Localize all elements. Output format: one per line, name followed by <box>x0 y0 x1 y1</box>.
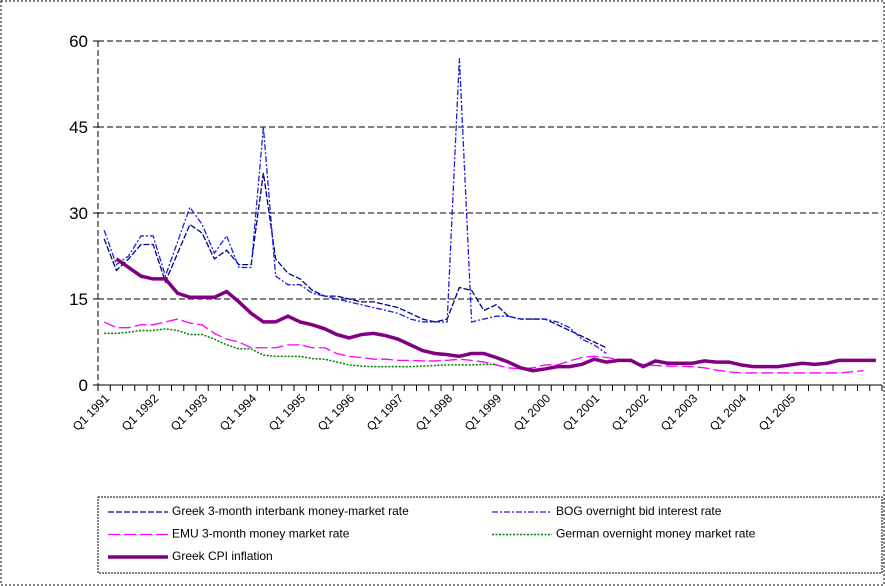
y-tick-label: 15 <box>69 290 88 309</box>
legend-box <box>97 496 883 574</box>
y-tick-label: 0 <box>79 376 88 395</box>
y-tick-label: 60 <box>69 32 88 51</box>
legend-label: EMU 3-month money market rate <box>172 527 350 541</box>
y-tick-label: 30 <box>69 204 88 223</box>
legend-label: Greek CPI inflation <box>172 549 273 563</box>
legend-label: Greek 3-month interbank money-market rat… <box>172 504 409 518</box>
legend-label: German overnight money market rate <box>556 527 756 541</box>
series-line <box>104 328 497 368</box>
series-line <box>115 257 876 373</box>
y-tick-label: 45 <box>69 118 88 137</box>
legend-label: BOG overnight bid interest rate <box>556 504 722 518</box>
series-line <box>103 318 864 374</box>
series-line <box>103 58 607 355</box>
